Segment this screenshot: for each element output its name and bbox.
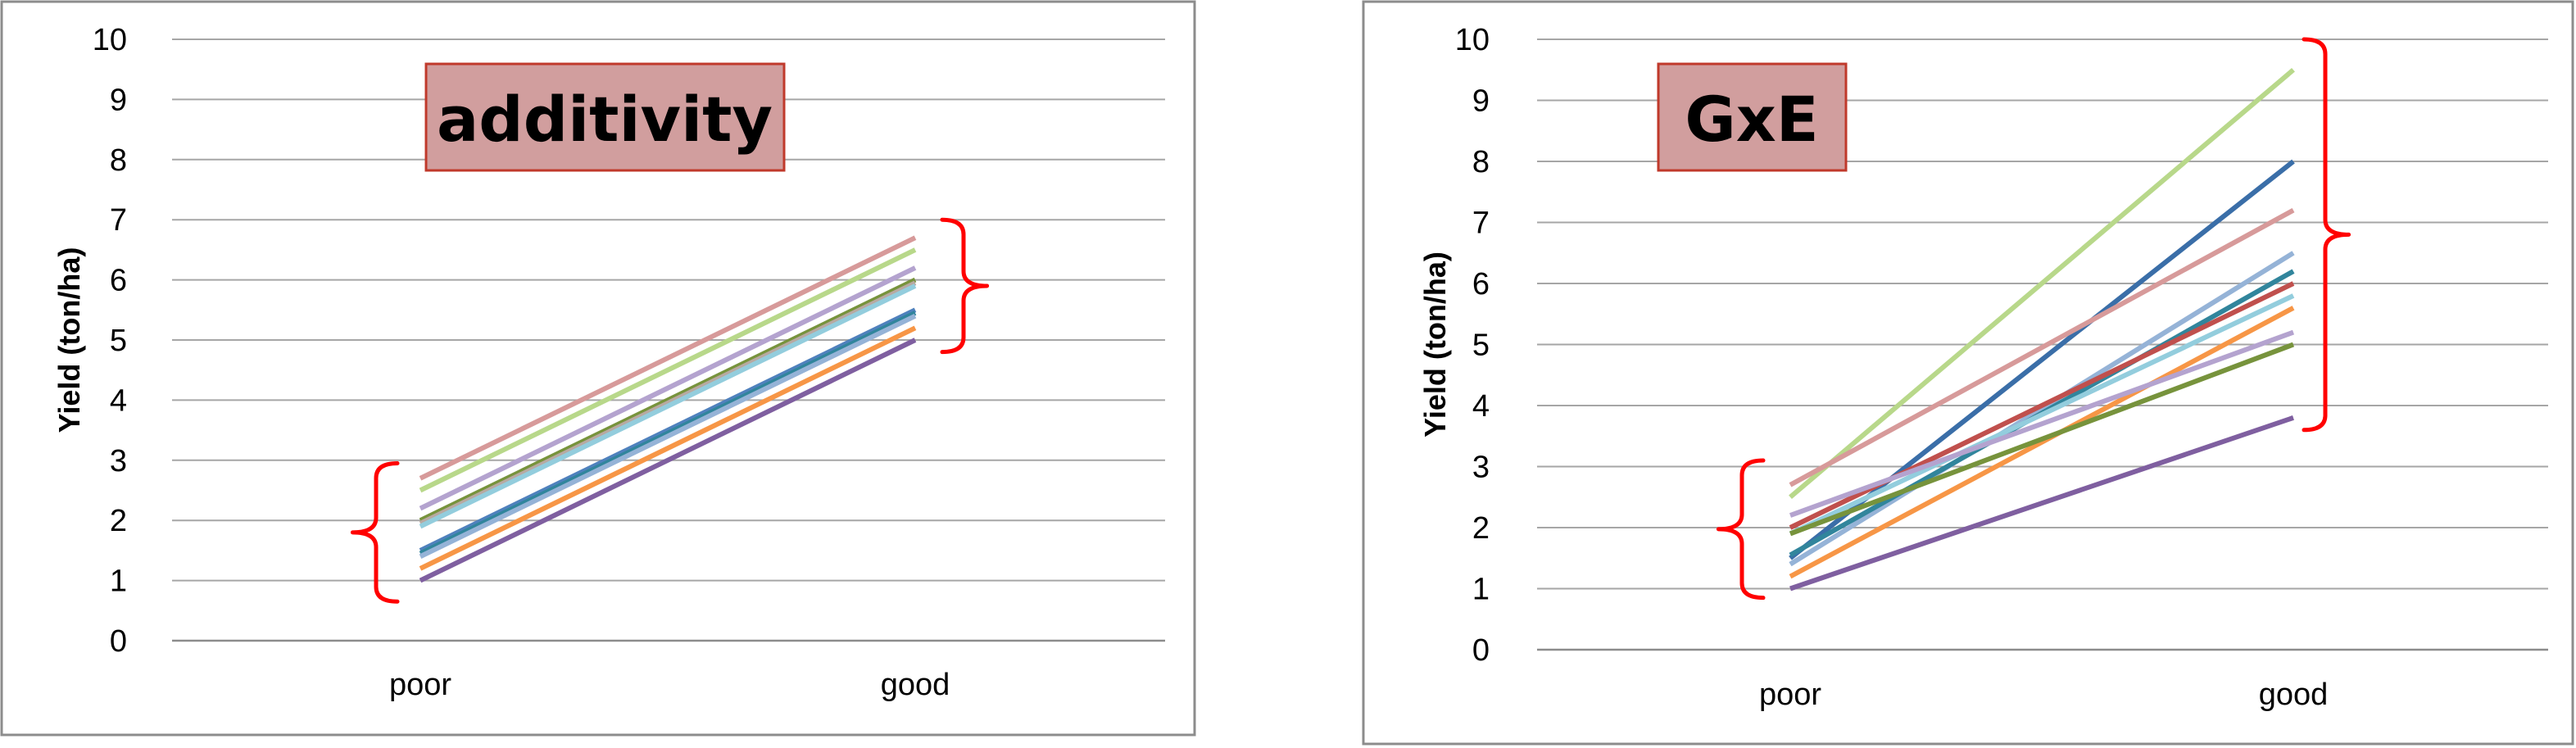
x-category-label: poor (389, 668, 451, 702)
y-tick-label: 9 (1472, 84, 1490, 119)
y-tick-label: 4 (1472, 389, 1490, 424)
chart-title: additivity (437, 83, 773, 156)
y-tick-label: 8 (110, 143, 127, 178)
y-tick-label: 0 (1472, 633, 1490, 668)
series-line-8 (1789, 329, 2295, 518)
y-tick-label: 7 (1472, 206, 1490, 241)
curly-bracket-left (1716, 458, 1766, 601)
y-tick-label: 1 (110, 564, 127, 599)
series-line-3 (1789, 251, 2295, 567)
y-tick-label: 0 (110, 624, 127, 659)
y-axis-label: Yield (ton/ha) (52, 247, 86, 433)
x-category-label: good (2259, 678, 2329, 712)
y-tick-label: 8 (1472, 145, 1490, 179)
series-line-0 (419, 235, 917, 481)
y-tick-label: 4 (110, 383, 127, 418)
series-line-9 (1789, 342, 2295, 537)
y-tick-label: 5 (110, 324, 127, 358)
series-line-6 (419, 307, 917, 553)
curly-bracket-left (350, 460, 400, 604)
series-line-0 (1789, 67, 2295, 500)
y-tick-label: 5 (1472, 329, 1490, 363)
y-tick-label: 10 (93, 23, 127, 57)
series-line-9 (419, 325, 917, 571)
series-line-5 (419, 283, 917, 529)
chart-title: GxE (1685, 83, 1818, 156)
x-category-label: good (881, 668, 950, 702)
y-tick-label: 6 (1472, 267, 1490, 301)
series-line-10 (1789, 415, 2294, 592)
series-line-7 (1789, 306, 2295, 579)
chart-frame (1362, 0, 2574, 746)
y-tick-label: 9 (110, 83, 127, 117)
series-line-4 (419, 280, 917, 526)
y-tick-label: 3 (1472, 451, 1490, 485)
series-line-3 (419, 277, 917, 523)
series-line-2 (1789, 207, 2295, 487)
title-box (1657, 62, 1848, 172)
chart-additivity: 0 1 2 3 4 5 6 7 8 9 10 Yield (ton/ha) poor good additi… (0, 0, 1196, 737)
curly-bracket-right (2302, 37, 2352, 433)
y-tick-label: 6 (110, 264, 127, 298)
series-line-1 (419, 247, 917, 493)
y-tick-label: 10 (1455, 23, 1490, 57)
chart-gxe: 0 1 2 3 4 5 6 7 8 9 10 Yield (ton/ha) poor good GxE (1362, 0, 2574, 746)
y-tick-label: 1 (1472, 573, 1490, 607)
y-tick-label: 7 (110, 203, 127, 238)
series-line-7 (419, 311, 917, 556)
title-box (424, 62, 786, 172)
y-tick-label: 2 (1472, 511, 1490, 546)
x-category-label: poor (1759, 678, 1821, 712)
y-tick-label: 3 (110, 444, 127, 478)
curly-bracket-right (940, 217, 990, 355)
series-line-6 (1789, 293, 2295, 537)
series-line-2 (419, 265, 917, 511)
series-line-10 (419, 338, 917, 583)
series-line-8 (419, 313, 917, 559)
y-tick-label: 2 (110, 504, 127, 538)
y-axis-label: Yield (ton/ha) (1418, 252, 1452, 437)
